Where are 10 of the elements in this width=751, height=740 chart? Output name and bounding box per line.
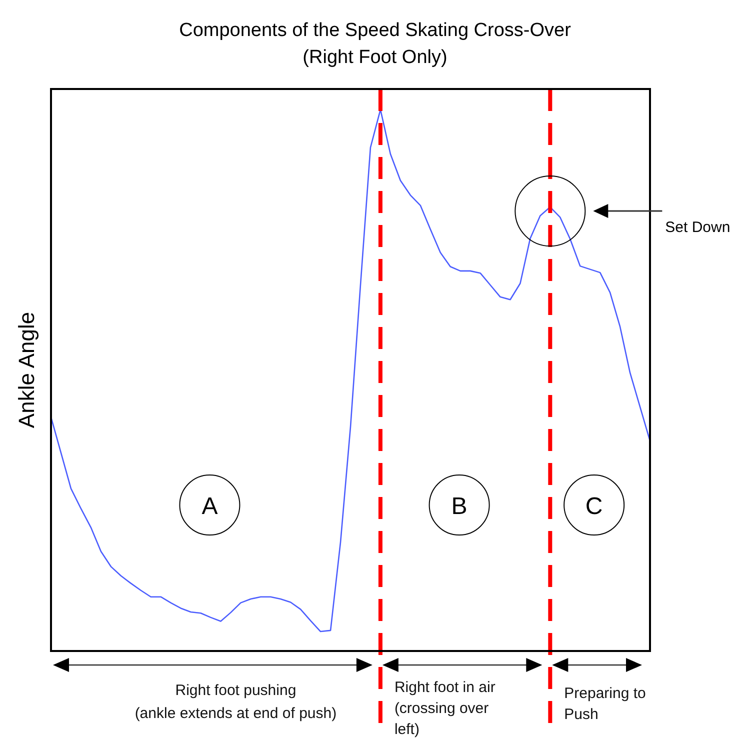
annotation: B	[451, 493, 468, 520]
text: Right foot pushing (ankle extends at end of push)	[134, 682, 337, 722]
text: Set Down	[665, 219, 730, 236]
text: Preparing to Push	[564, 685, 646, 723]
chart-subtitle: (Right Foot Only)	[302, 47, 448, 68]
text: Right foot in air (crossing over left)	[394, 679, 496, 738]
chart-title: Components of the Speed Skating Cross-Over	[179, 20, 572, 41]
annotation: A	[202, 493, 218, 520]
y-axis-title: Ankle Angle	[14, 312, 39, 428]
annotation: C	[585, 493, 603, 520]
